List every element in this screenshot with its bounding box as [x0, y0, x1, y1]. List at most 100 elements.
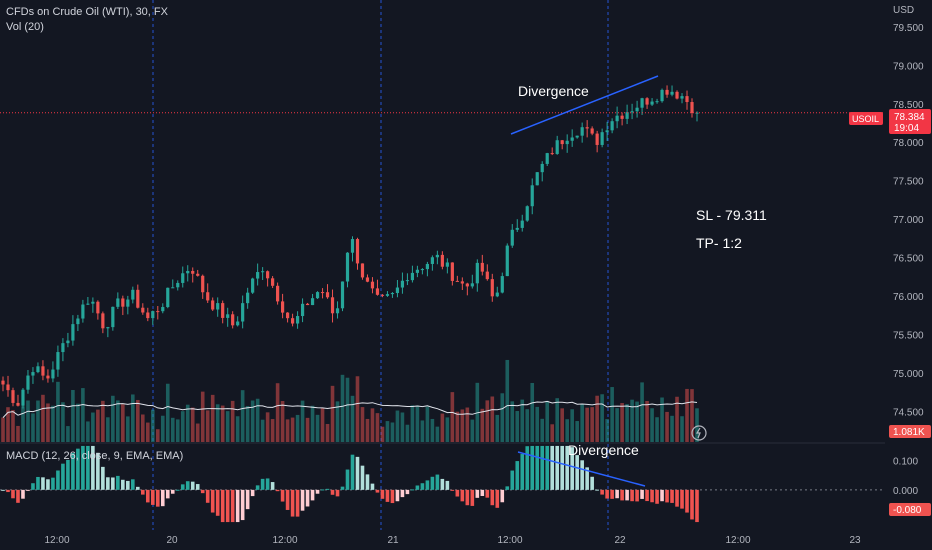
candle-body — [236, 321, 240, 326]
macd-axis[interactable]: 0.100 0.000 — [893, 457, 918, 497]
volume-bar — [121, 404, 125, 442]
last-price-badge[interactable]: USOIL 78.384 19:04 — [849, 109, 931, 134]
volume-bar — [81, 388, 85, 442]
volume-bar — [140, 414, 145, 442]
volume-bar — [590, 407, 594, 442]
volume-bar — [250, 400, 255, 442]
volume-bar — [165, 383, 170, 442]
volume-bar — [21, 406, 25, 442]
volume-bar — [380, 426, 385, 442]
candle-body — [410, 272, 415, 281]
candle-body — [41, 366, 45, 376]
price-divergence-trendline[interactable] — [510, 75, 659, 135]
candle-body — [201, 275, 205, 293]
macd-bar — [685, 489, 689, 513]
volume-bar — [615, 408, 619, 442]
macd-indicator-title[interactable]: MACD (12, 26, close, 9, EMA, EMA) — [6, 450, 184, 462]
macd-bar — [440, 478, 445, 490]
macd-bar — [175, 489, 180, 491]
candle-body — [625, 112, 629, 119]
macd-divergence-trendline[interactable] — [517, 451, 646, 487]
candle-body — [350, 239, 355, 253]
candle-body — [635, 107, 639, 112]
macd-bar — [71, 452, 75, 490]
volume-bar — [136, 399, 140, 442]
candle-body — [221, 303, 225, 318]
macd-bar — [600, 489, 604, 495]
volume-bar — [325, 423, 330, 442]
candle-body — [670, 91, 674, 95]
candle-body — [96, 301, 100, 314]
volume-bar — [375, 413, 380, 442]
macd-bar — [195, 484, 200, 490]
macd-bar — [515, 461, 520, 490]
candle-body — [196, 273, 200, 276]
candle-body — [246, 292, 250, 304]
volume-bar — [215, 404, 220, 442]
macd-bar — [165, 489, 170, 499]
volume-bar — [435, 426, 440, 442]
macd-bar — [126, 480, 130, 490]
volume-badge[interactable]: 1.081K — [889, 425, 931, 438]
candle-body — [655, 101, 659, 103]
volume-bar — [600, 394, 604, 442]
alert-icon[interactable] — [691, 425, 707, 441]
volume-bar — [290, 417, 295, 442]
volume-bar — [395, 410, 400, 442]
volume-bar — [275, 383, 280, 442]
macd-bar — [615, 489, 619, 499]
candle-body — [425, 263, 429, 270]
macd-bar — [360, 465, 365, 490]
candle-body — [171, 287, 175, 289]
macd-value: -0.080 — [893, 505, 922, 516]
take-profit-note: TP- 1:2 — [696, 235, 742, 251]
volume-bar — [515, 411, 520, 442]
volume-bar — [620, 403, 624, 442]
macd-bar — [610, 489, 614, 499]
volume-bar — [505, 359, 510, 442]
time-axis[interactable]: 12:00 20 12:00 21 12:00 22 12:00 23 — [44, 535, 861, 546]
volume-bar — [415, 405, 420, 442]
volume-bar — [245, 406, 250, 442]
candle-body — [580, 127, 584, 136]
volume-bar — [365, 418, 370, 442]
volume-bar — [76, 403, 80, 442]
candle-body — [355, 239, 360, 264]
price-axis[interactable]: 79.500 79.000 78.500 78.000 77.500 77.000 76.5… — [893, 23, 924, 418]
candle-body — [395, 287, 400, 294]
candle-body — [91, 301, 95, 304]
volume-bar — [480, 408, 485, 442]
volume-bar — [605, 419, 609, 442]
volume-bar — [200, 391, 205, 442]
volume-bar — [675, 396, 679, 442]
macd-bar — [355, 456, 360, 490]
volume-bar — [695, 408, 699, 442]
volume-indicator-title[interactable]: Vol (20) — [6, 21, 44, 33]
volume-bar — [670, 415, 674, 442]
macd-badge[interactable]: -0.080 — [889, 503, 931, 516]
price-tick-label: 76.500 — [893, 254, 924, 265]
candle-body — [11, 390, 15, 403]
candle-body — [186, 270, 190, 274]
volume-bar — [350, 395, 355, 442]
volume-bar — [360, 407, 365, 442]
volume-bar — [525, 409, 530, 442]
candle-body — [360, 263, 365, 278]
price-tick-label: 74.500 — [893, 407, 924, 418]
macd-bar — [265, 478, 270, 490]
symbol-title[interactable]: CFDs on Crude Oil (WTI), 30, FX — [6, 6, 168, 18]
volume-bar — [41, 394, 45, 442]
volume-bar — [595, 395, 599, 442]
candle-body — [510, 229, 514, 246]
candle-body — [116, 298, 120, 307]
macd-bar — [160, 489, 165, 507]
volume-bar — [410, 405, 415, 442]
macd-bar — [675, 489, 679, 507]
macd-bar — [555, 445, 560, 490]
macd-bar — [595, 489, 599, 491]
volume-bar — [300, 400, 305, 442]
macd-bar — [280, 489, 285, 502]
time-tick-label: 22 — [614, 535, 626, 546]
macd-bar — [630, 489, 634, 502]
